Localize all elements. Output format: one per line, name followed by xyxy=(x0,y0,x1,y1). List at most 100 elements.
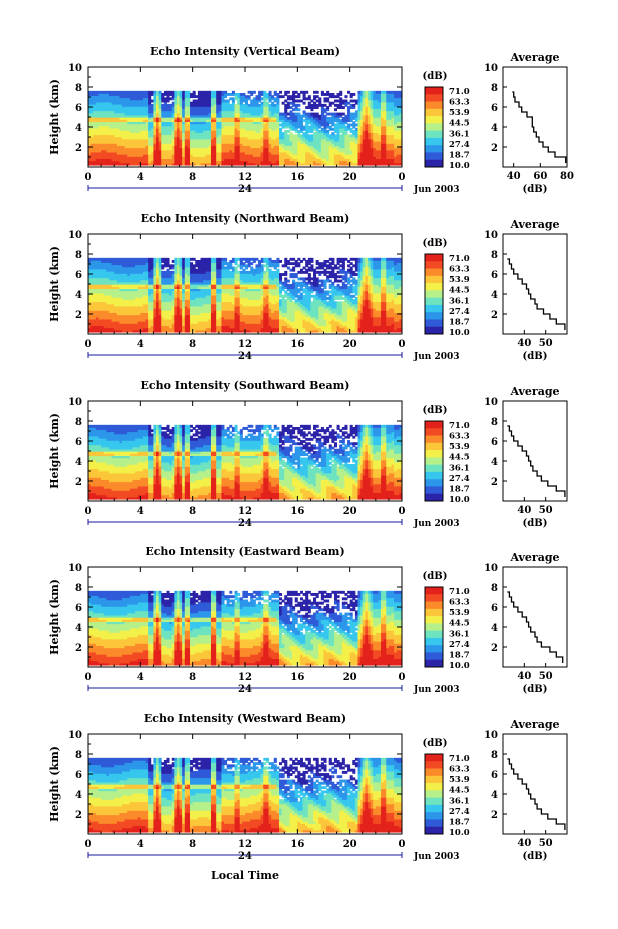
heatmap-cell xyxy=(103,147,107,151)
heatmap-cell xyxy=(127,140,131,144)
heatmap-cell xyxy=(203,93,207,96)
heatmap-cell xyxy=(153,116,157,120)
heatmap-cell xyxy=(101,99,105,103)
heatmap-cell xyxy=(182,112,186,116)
heatmap-cell xyxy=(108,93,112,96)
heatmap-cell xyxy=(179,95,183,99)
heatmap-cell xyxy=(250,99,254,103)
heatmap-cell xyxy=(163,110,167,114)
heatmap-cell xyxy=(142,136,146,140)
heatmap-cell xyxy=(313,132,317,136)
heatmap-cell xyxy=(137,95,141,99)
heatmap-cell xyxy=(114,162,118,166)
heatmap-cell xyxy=(132,138,136,142)
heatmap-cell xyxy=(226,162,230,166)
heatmap-cell xyxy=(221,138,225,142)
heatmap-cell xyxy=(326,116,330,120)
heatmap-cell xyxy=(197,143,201,146)
heatmap-cell xyxy=(252,145,256,149)
heatmap-cell xyxy=(158,149,162,153)
heatmap-cell xyxy=(101,101,105,105)
heatmap-cell xyxy=(142,95,146,99)
heatmap-cell xyxy=(284,130,288,133)
heatmap-cell xyxy=(250,90,254,94)
heatmap-cell xyxy=(265,93,269,96)
heatmap-cell xyxy=(268,103,272,107)
heatmap-cell xyxy=(213,140,217,144)
heatmap-cell xyxy=(103,158,107,162)
heatmap-cell xyxy=(234,156,238,160)
heatmap-cell xyxy=(216,121,220,125)
heatmap-cell xyxy=(208,125,212,129)
heatmap-cell xyxy=(161,143,165,146)
heatmap-cell xyxy=(208,106,212,109)
heatmap-cell xyxy=(221,149,225,153)
heatmap-cell xyxy=(158,90,162,94)
heatmap-cell xyxy=(132,257,136,261)
heatmap-cell xyxy=(174,127,178,131)
heatmap-cell xyxy=(187,101,191,105)
heatmap-cell xyxy=(258,125,262,129)
heatmap-cell xyxy=(116,143,120,146)
heatmap-cell xyxy=(203,106,207,109)
heatmap-cell xyxy=(192,90,196,94)
heatmap-cell xyxy=(292,134,296,138)
heatmap-cell xyxy=(169,97,173,101)
heatmap-cell xyxy=(179,136,183,140)
heatmap-cell xyxy=(182,138,186,142)
heatmap-cell xyxy=(229,136,233,140)
heatmap-cell xyxy=(192,140,196,144)
heatmap-cell xyxy=(119,143,123,146)
heatmap-cell xyxy=(169,140,173,144)
heatmap-cell xyxy=(93,103,97,107)
heatmap-cell xyxy=(229,93,233,96)
heatmap-cell xyxy=(135,158,139,162)
heatmap-cell xyxy=(137,125,141,129)
heatmap-cell xyxy=(224,156,228,160)
heatmap-cell xyxy=(101,145,105,149)
heatmap-cell xyxy=(190,103,194,107)
heatmap-cell xyxy=(213,147,217,151)
heatmap-cell xyxy=(187,130,191,133)
heatmap-cell xyxy=(195,108,199,112)
heatmap-cell xyxy=(250,158,254,162)
heatmap-cell xyxy=(234,162,238,166)
heatmap-cell xyxy=(179,134,183,138)
heatmap-cell xyxy=(203,99,207,103)
heatmap-cell xyxy=(234,158,238,162)
heatmap-cell xyxy=(221,153,225,157)
heatmap-cell xyxy=(135,116,139,120)
heatmap-cell xyxy=(174,147,178,151)
heatmap-cell xyxy=(260,114,264,118)
heatmap-cell xyxy=(135,121,139,125)
heatmap-cell xyxy=(106,114,110,118)
heatmap-cell xyxy=(95,160,99,164)
heatmap-cell xyxy=(90,108,94,112)
heatmap-cell xyxy=(176,110,180,114)
heatmap-cell xyxy=(166,151,170,155)
heatmap-cell xyxy=(150,158,154,162)
heatmap-cell xyxy=(93,151,97,155)
heatmap-cell xyxy=(197,93,201,96)
heatmap-cell xyxy=(129,149,133,153)
heatmap-cell xyxy=(229,140,233,144)
heatmap-cell xyxy=(179,156,183,160)
heatmap-cell xyxy=(150,121,154,125)
heatmap-cell xyxy=(226,112,230,116)
heatmap-cell xyxy=(203,125,207,129)
heatmap-cell xyxy=(347,101,351,105)
heatmap-cell xyxy=(150,93,154,96)
heatmap-cell xyxy=(184,134,188,138)
heatmap-cell xyxy=(156,138,160,142)
heatmap-cell xyxy=(221,156,225,160)
heatmap-cell xyxy=(352,93,356,96)
heatmap-cell xyxy=(260,156,264,160)
heatmap-cell xyxy=(234,93,238,96)
heatmap-cell xyxy=(163,99,167,103)
heatmap-cell xyxy=(174,114,178,118)
heatmap-cell xyxy=(95,125,99,129)
heatmap-cell xyxy=(132,116,136,120)
heatmap-cell xyxy=(229,156,233,160)
heatmap-cell xyxy=(142,134,146,138)
heatmap-cell xyxy=(297,99,301,103)
